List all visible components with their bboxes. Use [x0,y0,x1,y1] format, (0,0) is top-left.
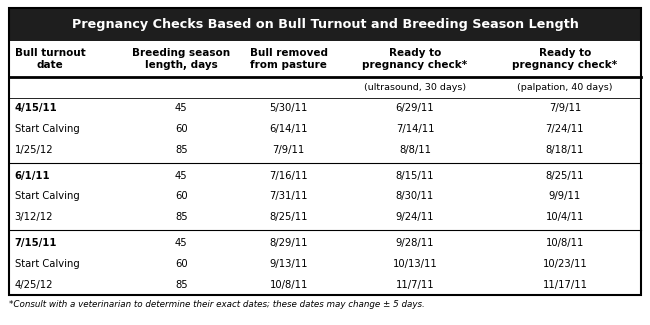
Text: 10/4/11: 10/4/11 [546,212,584,222]
Text: 85: 85 [175,280,188,290]
Text: 10/8/11: 10/8/11 [270,280,308,290]
Text: 85: 85 [175,145,188,155]
Text: Ready to
pregnancy check*: Ready to pregnancy check* [363,48,467,70]
Text: 10/8/11: 10/8/11 [546,238,584,248]
Text: 11/7/11: 11/7/11 [396,280,434,290]
Text: 10/13/11: 10/13/11 [393,259,437,269]
Text: 3/12/12: 3/12/12 [14,212,53,222]
Text: 8/8/11: 8/8/11 [399,145,431,155]
Text: 60: 60 [175,259,188,269]
Text: 60: 60 [175,191,188,202]
Text: 8/25/11: 8/25/11 [545,171,584,181]
Text: 7/9/11: 7/9/11 [549,103,581,113]
Text: 9/13/11: 9/13/11 [270,259,308,269]
Text: Ready to
pregnancy check*: Ready to pregnancy check* [512,48,618,70]
Text: 45: 45 [175,171,188,181]
Text: 8/29/11: 8/29/11 [270,238,308,248]
Text: 7/9/11: 7/9/11 [272,145,305,155]
Text: Start Calving: Start Calving [14,191,79,202]
Text: 11/17/11: 11/17/11 [542,280,588,290]
Text: Bull removed
from pasture: Bull removed from pasture [250,48,328,70]
Bar [9,8,641,41]
Text: 8/15/11: 8/15/11 [396,171,434,181]
Text: Pregnancy Checks Based on Bull Turnout and Breeding Season Length: Pregnancy Checks Based on Bull Turnout a… [72,18,578,31]
Text: 8/18/11: 8/18/11 [546,145,584,155]
Text: 7/16/11: 7/16/11 [269,171,308,181]
Text: 6/29/11: 6/29/11 [396,103,434,113]
Text: Start Calving: Start Calving [14,259,79,269]
Bar [9,8,641,295]
Text: 4/25/12: 4/25/12 [14,280,53,290]
Text: 8/30/11: 8/30/11 [396,191,434,202]
Text: Breeding season
length, days: Breeding season length, days [133,48,231,70]
Text: Start Calving: Start Calving [14,124,79,134]
Text: 4/15/11: 4/15/11 [14,103,57,113]
Text: 7/24/11: 7/24/11 [545,124,584,134]
Text: 8/25/11: 8/25/11 [270,212,308,222]
Text: Bull turnout
date: Bull turnout date [14,48,85,70]
Text: 85: 85 [175,212,188,222]
Text: 9/28/11: 9/28/11 [396,238,434,248]
Text: 7/31/11: 7/31/11 [270,191,308,202]
Text: (ultrasound, 30 days): (ultrasound, 30 days) [364,83,466,92]
Text: 5/30/11: 5/30/11 [270,103,308,113]
Text: 1/25/12: 1/25/12 [14,145,53,155]
Text: 9/24/11: 9/24/11 [396,212,434,222]
Text: 6/1/11: 6/1/11 [14,171,50,181]
Text: 45: 45 [175,238,188,248]
Text: 10/23/11: 10/23/11 [543,259,588,269]
Text: 7/14/11: 7/14/11 [396,124,434,134]
Text: 9/9/11: 9/9/11 [549,191,581,202]
Text: (palpation, 40 days): (palpation, 40 days) [517,83,613,92]
Text: *Consult with a veterinarian to determine their exact dates; these dates may cha: *Consult with a veterinarian to determin… [9,300,425,309]
Text: 45: 45 [175,103,188,113]
Text: 7/15/11: 7/15/11 [14,238,57,248]
Text: 6/14/11: 6/14/11 [270,124,308,134]
Text: 60: 60 [175,124,188,134]
